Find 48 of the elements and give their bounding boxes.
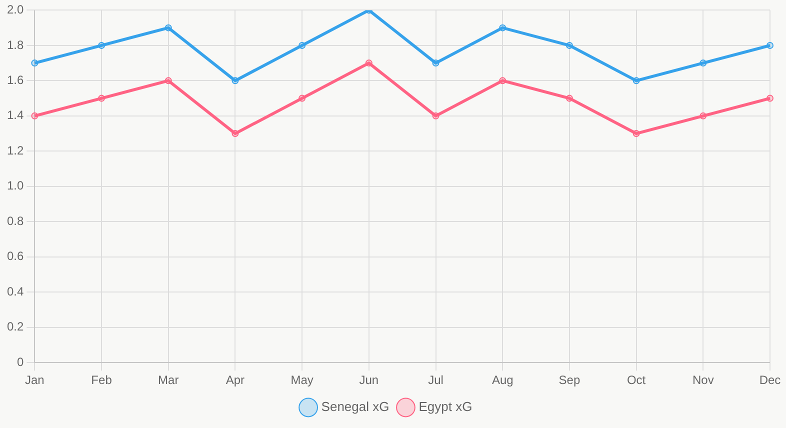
point (700, 112, 707, 120)
point (98, 42, 106, 49)
point (632, 130, 640, 138)
x-tick-label: Sep (558, 373, 580, 388)
point (98, 94, 106, 102)
point (766, 94, 774, 102)
point (31, 60, 38, 67)
point (232, 130, 239, 138)
y-tick-label: 1.6 (6, 72, 24, 87)
x-tick-label: Apr (226, 373, 245, 388)
y-tick-label: 1.8 (6, 38, 24, 52)
y-tick-label: 1.0 (6, 178, 24, 193)
x-tick-label: Nov (692, 373, 714, 388)
x-tick-label: Jul (428, 373, 444, 388)
y-tick-label: 0 (16, 354, 24, 369)
y-tick-label: 2.0 (6, 2, 24, 17)
legend-label: Senegal xG (321, 399, 390, 414)
point (365, 60, 372, 67)
point (566, 42, 573, 49)
point (164, 24, 172, 32)
point (298, 94, 306, 102)
point (566, 94, 573, 102)
y-tick-label: 0.4 (6, 284, 24, 298)
x-tick-label: Jun (359, 373, 379, 388)
y-tick-label: 0.2 (6, 320, 24, 334)
point (164, 77, 172, 84)
point (632, 77, 640, 84)
y-tick-label: 1.4 (6, 108, 24, 122)
x-tick-label: Aug (492, 373, 514, 388)
y-tick-label: 0.6 (6, 249, 24, 264)
point (432, 60, 440, 67)
y-tick-label: 1.2 (6, 143, 24, 158)
point (298, 42, 306, 49)
point (31, 112, 38, 120)
point (499, 77, 506, 84)
legend-label: Egypt xG (418, 399, 472, 414)
point (700, 60, 707, 67)
x-tick-label: Jan (25, 373, 44, 388)
x-tick-label: Feb (91, 373, 112, 388)
point (766, 42, 774, 49)
point (499, 24, 506, 32)
x-tick-label: Mar (158, 373, 179, 388)
point (232, 77, 239, 84)
x-tick-label: Oct (626, 373, 646, 388)
point (432, 112, 440, 120)
x-tick-label: May (290, 373, 314, 388)
x-tick-label: Dec (759, 373, 781, 388)
y-tick-label: 0.8 (6, 214, 24, 228)
